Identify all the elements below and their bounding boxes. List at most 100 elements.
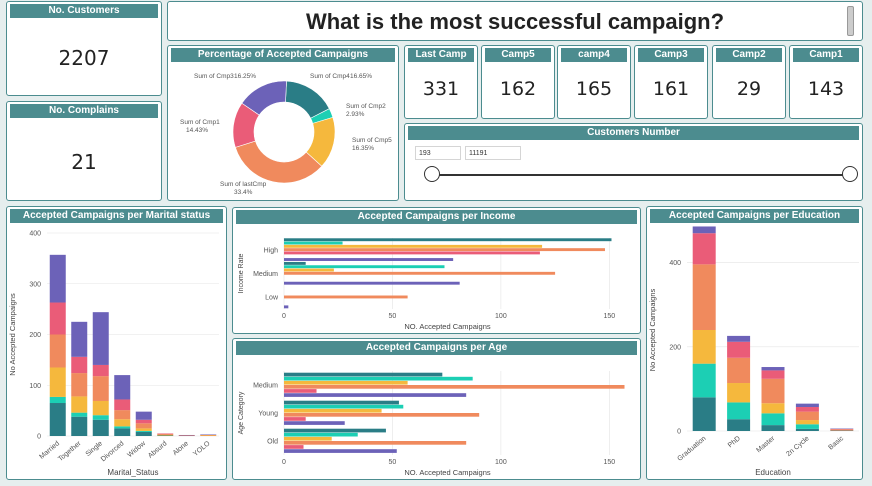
donut-slice-pct: 16.65% <box>350 73 372 80</box>
y-axis-title: No Accepted Campaigns <box>8 293 17 376</box>
bar <box>284 449 397 453</box>
campaign-card-value: 29 <box>736 78 762 100</box>
bar <box>284 305 289 309</box>
slicer-max-handle[interactable] <box>842 166 858 182</box>
bar-segment <box>135 411 152 420</box>
slicer-min-handle[interactable] <box>424 166 440 182</box>
y-tick-label: 0 <box>677 429 681 436</box>
bar-segment <box>92 419 109 436</box>
y-tick-label: 300 <box>29 281 41 288</box>
donut-chart-card: Percentage of Accepted Campaigns Sum of … <box>167 45 399 201</box>
x-axis-title: NO. Accepted Campaigns <box>404 322 491 331</box>
x-tick-label: Alone <box>172 440 190 457</box>
x-tick-label: Graduation <box>676 435 707 463</box>
bar-segment <box>830 429 854 431</box>
donut-slice <box>235 140 323 184</box>
bar-segment <box>92 400 109 416</box>
x-tick-label: Widow <box>126 440 147 459</box>
bar <box>284 432 358 437</box>
bar-segment <box>200 434 217 436</box>
x-tick-label: 150 <box>603 459 615 466</box>
campaign-card-value: 143 <box>807 78 845 100</box>
complains-kpi-value: 21 <box>71 150 97 174</box>
bar-segment <box>795 403 819 408</box>
bar-segment <box>135 419 152 424</box>
bar-segment <box>178 435 195 436</box>
y-tick-label: Old <box>267 439 278 446</box>
bar-segment <box>49 334 66 368</box>
bar-segment <box>727 402 751 420</box>
bar <box>284 436 332 441</box>
bar-segment <box>200 435 217 436</box>
bar-segment <box>795 424 819 429</box>
y-axis-title: Age Category <box>238 391 245 434</box>
donut-slice-label: Sum of Cmp1 <box>180 119 220 126</box>
bar-segment <box>49 396 66 404</box>
x-axis-title: Education <box>755 468 791 477</box>
x-tick-label: 100 <box>495 459 507 466</box>
slicer-max-input[interactable]: 11191 <box>465 146 521 160</box>
complains-kpi-card: No. Complains 21 <box>6 101 162 201</box>
x-tick-label: 50 <box>389 313 397 320</box>
donut-slice-pct: 2.93% <box>346 111 365 118</box>
bar <box>284 445 304 449</box>
campaign-card-label: Last Camp <box>408 48 474 62</box>
y-tick-label: 0 <box>37 434 41 441</box>
bar-segment <box>157 435 174 436</box>
slicer-track[interactable] <box>432 174 852 176</box>
x-tick-label: 50 <box>389 459 397 466</box>
campaign-card-label: camp4 <box>561 48 627 62</box>
bar-segment <box>92 364 109 377</box>
bar <box>284 248 605 252</box>
y-tick-label: Medium <box>253 383 278 390</box>
education-chart-card: Accepted Campaigns per Education 0 200 400… <box>646 206 863 480</box>
slicer-min-input[interactable]: 193 <box>415 146 461 160</box>
bar-segment <box>692 264 716 330</box>
bar-segment <box>795 411 819 421</box>
title-scrollbar[interactable] <box>847 6 854 36</box>
campaign-card: Last Camp 331 <box>404 45 478 119</box>
bar-segment <box>49 302 66 335</box>
bar-segment <box>795 420 819 425</box>
marital-chart-title: Accepted Campaigns per Marital status <box>10 209 223 223</box>
marital-chart-card: Accepted Campaigns per Marital status 0 1… <box>6 206 227 480</box>
y-tick-label: Low <box>265 295 279 302</box>
x-tick-label: 0 <box>282 313 286 320</box>
bar-segment <box>761 378 785 404</box>
age-chart-title: Accepted Campaigns per Age <box>236 341 637 355</box>
x-tick-label: Divorced <box>100 440 126 463</box>
bar-segment <box>114 426 131 429</box>
bar-segment <box>761 425 785 431</box>
bar-segment <box>71 356 88 374</box>
bar <box>284 441 467 445</box>
bar <box>284 251 540 255</box>
bar-segment <box>795 407 819 412</box>
campaign-card-value: 162 <box>499 78 537 100</box>
y-tick-label: Medium <box>253 271 278 278</box>
bar-segment <box>49 254 66 303</box>
y-tick-label: 400 <box>669 260 681 267</box>
income-chart-title: Accepted Campaigns per Income <box>236 210 637 224</box>
x-tick-label: 100 <box>495 313 507 320</box>
campaign-card-label: Camp2 <box>716 48 782 62</box>
bar-segment <box>114 399 131 411</box>
donut-slice-pct: 16.25% <box>234 73 256 80</box>
x-tick-label: Basic <box>827 435 845 452</box>
y-tick-label: 200 <box>29 332 41 339</box>
bar-segment <box>692 330 716 364</box>
donut-slice-pct: 14.43% <box>186 127 208 134</box>
x-axis-title: NO. Accepted Campaigns <box>404 468 491 477</box>
y-tick-label: Young <box>258 411 278 418</box>
bar <box>284 408 382 413</box>
slicer-title: Customers Number <box>408 126 859 140</box>
bar <box>284 417 306 421</box>
income-chart-card: Accepted Campaigns per Income 0 50 100 150 H… <box>232 207 641 334</box>
bar-segment <box>157 433 174 435</box>
bar <box>284 258 454 261</box>
x-tick-label: PhD <box>727 435 742 449</box>
bar-segment <box>71 396 88 413</box>
donut-slice-label: Sum of Cmp2 <box>346 103 386 110</box>
bar <box>284 389 317 393</box>
age-chart-card: Accepted Campaigns per Age 0 50 100 150 Medi… <box>232 338 641 480</box>
